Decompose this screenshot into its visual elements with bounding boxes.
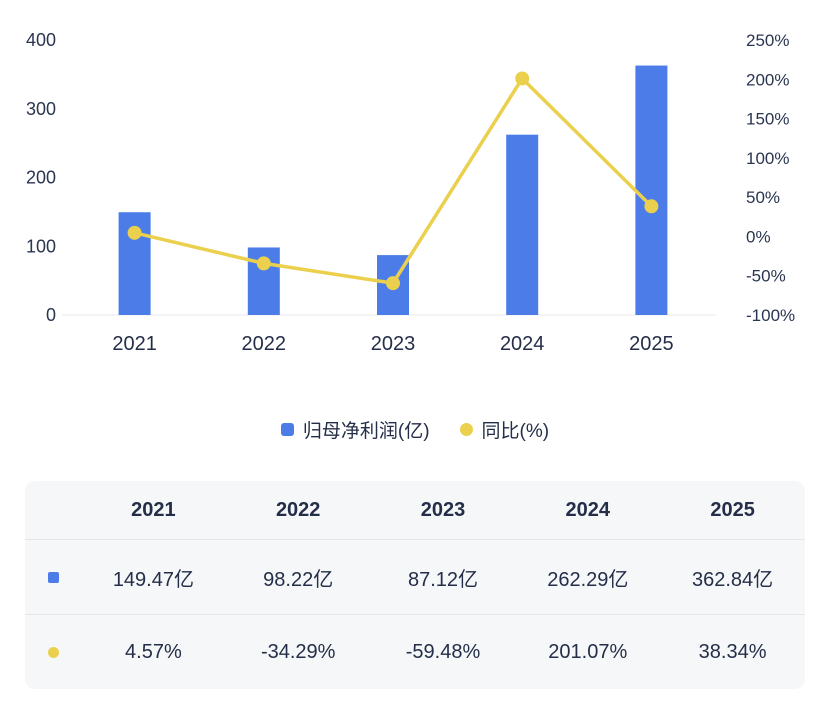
net-profit-2023: 87.12亿 (407, 568, 479, 591)
year-header-2023: 2023 (420, 498, 466, 521)
right-axis-tick: 200% (746, 70, 789, 89)
left-axis-tick: 300 (26, 99, 56, 119)
left-axis-tick: 400 (26, 30, 56, 50)
yoy-2025: 38.34% (698, 640, 767, 663)
legend-item-yoy[interactable]: 同比(%) (459, 416, 550, 443)
yoy-legend-label: 同比(%) (481, 421, 550, 442)
yoy-2022: -34.29% (260, 640, 336, 663)
year-header-2024: 2024 (565, 498, 611, 521)
yoy-line (132, 76, 654, 285)
left-axis-tick: 0 (46, 305, 56, 325)
table-row-yoy: 4.57% -34.29% -59.48% 201.07% 38.34% (25, 614, 805, 689)
net-profit-legend-label: 归母净利润(亿) (302, 421, 430, 442)
right-axis-tick: 0% (746, 227, 771, 246)
yoy-2024: 201.07% (548, 640, 628, 663)
page: 0 100 200 300 400 -100% -50% 0% 50% 100% 150% 200% 2… (0, 8, 830, 689)
year-header-2022: 2022 (275, 498, 321, 521)
right-axis-tick: 50% (746, 188, 780, 207)
right-axis-tick: 100% (746, 149, 789, 168)
year-header-2025: 2025 (710, 498, 755, 521)
bar-2024[interactable] (506, 134, 539, 315)
chart-legend: 归母净利润(亿) 同比(%) (0, 416, 830, 443)
left-axis-tick: 100 (26, 236, 56, 256)
x-axis-label-2025: 2025 (629, 333, 674, 355)
net-profit-2024: 262.29亿 (547, 568, 629, 591)
yoy-2021: 4.57% (125, 640, 182, 663)
line-point-2024[interactable] (515, 71, 530, 86)
bar-2025[interactable] (635, 65, 668, 315)
net-profit-2021: 149.47亿 (112, 568, 194, 591)
data-table: 2021 2022 2023 2024 2025 149.47亿 98.22亿 … (25, 481, 805, 689)
x-axis-label-2022: 2022 (242, 333, 287, 355)
x-axis-label-2024: 2024 (500, 333, 545, 355)
yoy-marker-cell (25, 646, 81, 658)
profit-yoy-chart: 0 100 200 300 400 -100% -50% 0% 50% 100% 150% 200% 2… (0, 8, 830, 368)
right-axis-tick: 250% (746, 31, 789, 50)
left-axis-tick: 200 (26, 168, 56, 188)
x-axis-label-2023: 2023 (371, 333, 416, 355)
yoy-row-marker (47, 646, 59, 658)
net-profit-2025: 362.84亿 (692, 568, 774, 591)
x-axis-label-2021: 2021 (112, 333, 157, 355)
net-profit-row-marker (47, 571, 59, 583)
right-axis-tick: 150% (746, 110, 789, 129)
yoy-legend-marker (459, 423, 473, 436)
yoy-2023: -59.48% (405, 640, 481, 663)
table-header-row: 2021 2022 2023 2024 2025 (25, 481, 805, 539)
right-axis-tick: -100% (746, 306, 795, 325)
line-point-2021[interactable] (127, 225, 142, 240)
net-profit-2022: 98.22亿 (263, 568, 334, 591)
combo-chart-svg: 0 100 200 300 400 -100% -50% 0% 50% 100% 150% 200% 2… (26, 30, 795, 355)
table-row-net-profit: 149.47亿 98.22亿 87.12亿 262.29亿 362.84亿 (25, 539, 805, 614)
legend-item-net-profit[interactable]: 归母净利润(亿) (280, 416, 430, 443)
line-point-2025[interactable] (644, 199, 659, 214)
year-header-2021: 2021 (131, 498, 176, 521)
line-point-2022[interactable] (256, 256, 271, 271)
net-profit-legend-marker (280, 423, 294, 436)
line-point-2023[interactable] (386, 276, 400, 291)
right-axis-tick: -50% (746, 267, 786, 286)
net-profit-marker-cell (25, 571, 81, 583)
